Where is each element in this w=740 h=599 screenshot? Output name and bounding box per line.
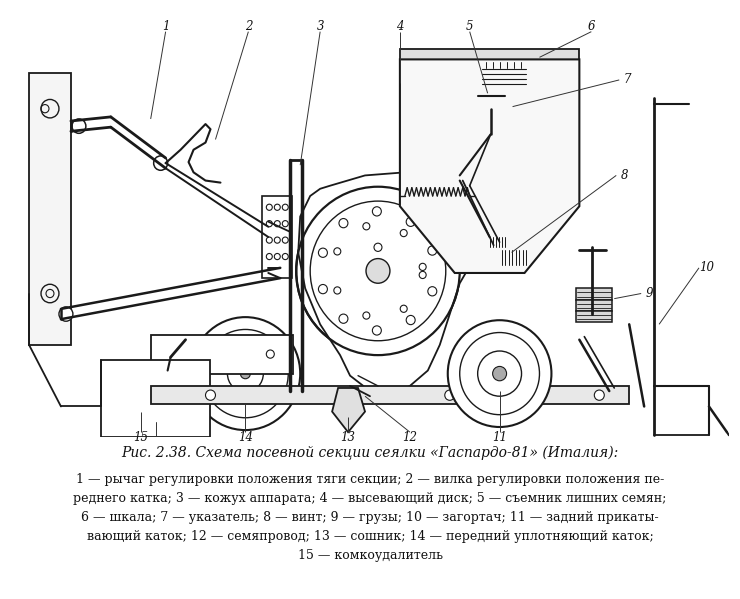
Circle shape [366,259,390,283]
Bar [576,311,612,322]
Circle shape [363,312,370,319]
Bar [29,72,71,345]
Polygon shape [332,388,365,432]
Circle shape [363,223,370,230]
Bar [488,237,510,247]
Circle shape [334,287,341,294]
Text: 10: 10 [699,261,714,274]
Circle shape [448,320,551,427]
Bar [151,335,293,374]
Circle shape [488,235,499,245]
Circle shape [419,271,426,279]
Text: 1 — рычаг регулировки положения тяги секции; 2 — вилка регулировки положения пе-: 1 — рычаг регулировки положения тяги сек… [76,473,664,486]
Circle shape [318,248,327,258]
Circle shape [493,367,507,381]
Circle shape [339,314,348,323]
Text: реднего катка; 3 — кожух аппарата; 4 — высевающий диск; 5 — съемник лишних семян: реднего катка; 3 — кожух аппарата; 4 — в… [73,492,667,505]
Text: 6 — шкала; 7 — указатель; 8 — винт; 9 — грузы; 10 — загортач; 11 — задний прикат: 6 — шкала; 7 — указатель; 8 — винт; 9 — … [81,510,659,524]
Circle shape [154,156,168,170]
Circle shape [419,271,426,279]
Circle shape [59,307,73,321]
Circle shape [419,264,426,271]
Circle shape [318,285,327,294]
Circle shape [478,351,522,396]
Circle shape [339,219,348,228]
Text: 13: 13 [340,431,355,444]
Circle shape [594,390,605,400]
Circle shape [374,243,382,252]
Bar [500,250,530,265]
Text: 4: 4 [396,20,403,33]
Circle shape [400,229,407,237]
Text: 1: 1 [162,20,169,33]
Text: 15: 15 [133,431,148,444]
Text: вающий каток; 12 — семяпровод; 13 — сошник; 14 — передний уплотняющий каток;: вающий каток; 12 — семяпровод; 13 — сошн… [87,530,653,543]
Circle shape [339,314,348,323]
Polygon shape [298,173,480,394]
Text: 9: 9 [645,287,653,300]
Text: 8: 8 [620,169,628,182]
Circle shape [310,201,445,341]
Bar [480,62,528,91]
Text: 3: 3 [317,20,324,33]
Bar [400,49,579,65]
Bar [480,96,502,108]
Circle shape [372,207,381,216]
Circle shape [406,316,415,325]
Circle shape [460,332,539,415]
Bar [576,300,612,311]
Text: 15 — комкоудалитель: 15 — комкоудалитель [297,549,443,562]
Circle shape [339,219,348,228]
Text: 7: 7 [624,74,631,86]
Circle shape [318,285,327,294]
Circle shape [363,223,370,230]
Circle shape [400,305,407,312]
Circle shape [445,390,455,400]
Text: Рис. 2.38. Схема посевной секции сеялки «Гаспардо-81» (Италия):: Рис. 2.38. Схема посевной секции сеялки … [121,446,619,461]
Circle shape [419,264,426,271]
Text: 11: 11 [492,431,507,444]
Circle shape [372,207,381,216]
Text: 2: 2 [245,20,252,33]
Text: 14: 14 [238,431,253,444]
Circle shape [428,287,437,296]
Bar [576,288,612,300]
Circle shape [406,217,415,226]
Circle shape [240,368,250,379]
Circle shape [372,326,381,335]
Bar [262,196,292,278]
Bar [455,170,474,180]
Circle shape [203,329,289,418]
Circle shape [406,316,415,325]
Text: 5: 5 [466,20,474,33]
Circle shape [296,187,460,355]
Circle shape [406,217,415,226]
Bar [151,386,629,404]
Circle shape [374,243,382,252]
Circle shape [334,248,341,255]
Circle shape [243,351,250,359]
Circle shape [363,312,370,319]
Circle shape [372,326,381,335]
Circle shape [400,229,407,237]
Circle shape [428,246,437,255]
Text: 12: 12 [403,431,417,444]
Circle shape [428,287,437,296]
Polygon shape [400,59,579,273]
Circle shape [318,248,327,258]
Circle shape [458,170,468,180]
Circle shape [400,305,407,312]
Circle shape [428,246,437,255]
Text: 6: 6 [588,20,595,33]
Circle shape [334,248,341,255]
Circle shape [72,119,86,134]
Circle shape [191,317,300,430]
Circle shape [206,390,215,400]
Circle shape [366,259,390,283]
Bar [101,360,210,437]
Circle shape [227,355,263,392]
Circle shape [334,287,341,294]
